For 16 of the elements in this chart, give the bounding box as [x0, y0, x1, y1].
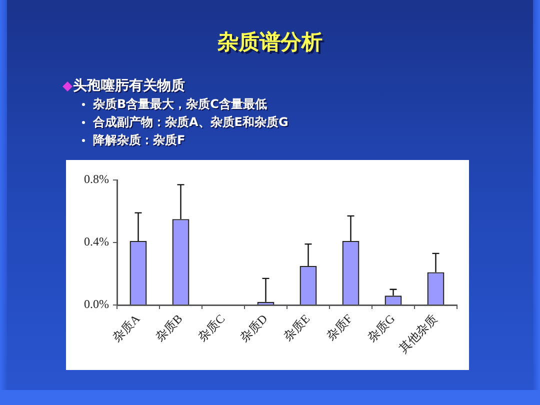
chart-title: 杂质谱分析 — [216, 29, 324, 55]
x-tick-label: 杂质C — [195, 312, 228, 344]
x-tick-label: 其他杂质 — [396, 312, 440, 356]
y-tick-label: 0.0% — [84, 297, 109, 312]
text: 降解杂质：杂质F — [93, 133, 186, 148]
x-tick-label: 杂质D — [237, 311, 270, 345]
x-tick-label: 杂质E — [280, 312, 313, 344]
x-tick-label: 杂质G — [364, 311, 398, 345]
text: 杂质B含量最大，杂质C含量最低 — [93, 97, 267, 112]
y-tick-label: 0.8% — [84, 172, 109, 186]
x-tick-label: 杂质F — [324, 311, 356, 344]
y-tick-label: 0.4% — [84, 234, 109, 249]
x-tick-label: 杂质B — [152, 312, 186, 344]
x-tick-label: 杂质A — [110, 311, 143, 345]
text: 合成副产物：杂质A、杂质E和杂质G — [93, 115, 288, 130]
chart-subtitle: 头孢噻肟有关物质 — [73, 77, 185, 95]
